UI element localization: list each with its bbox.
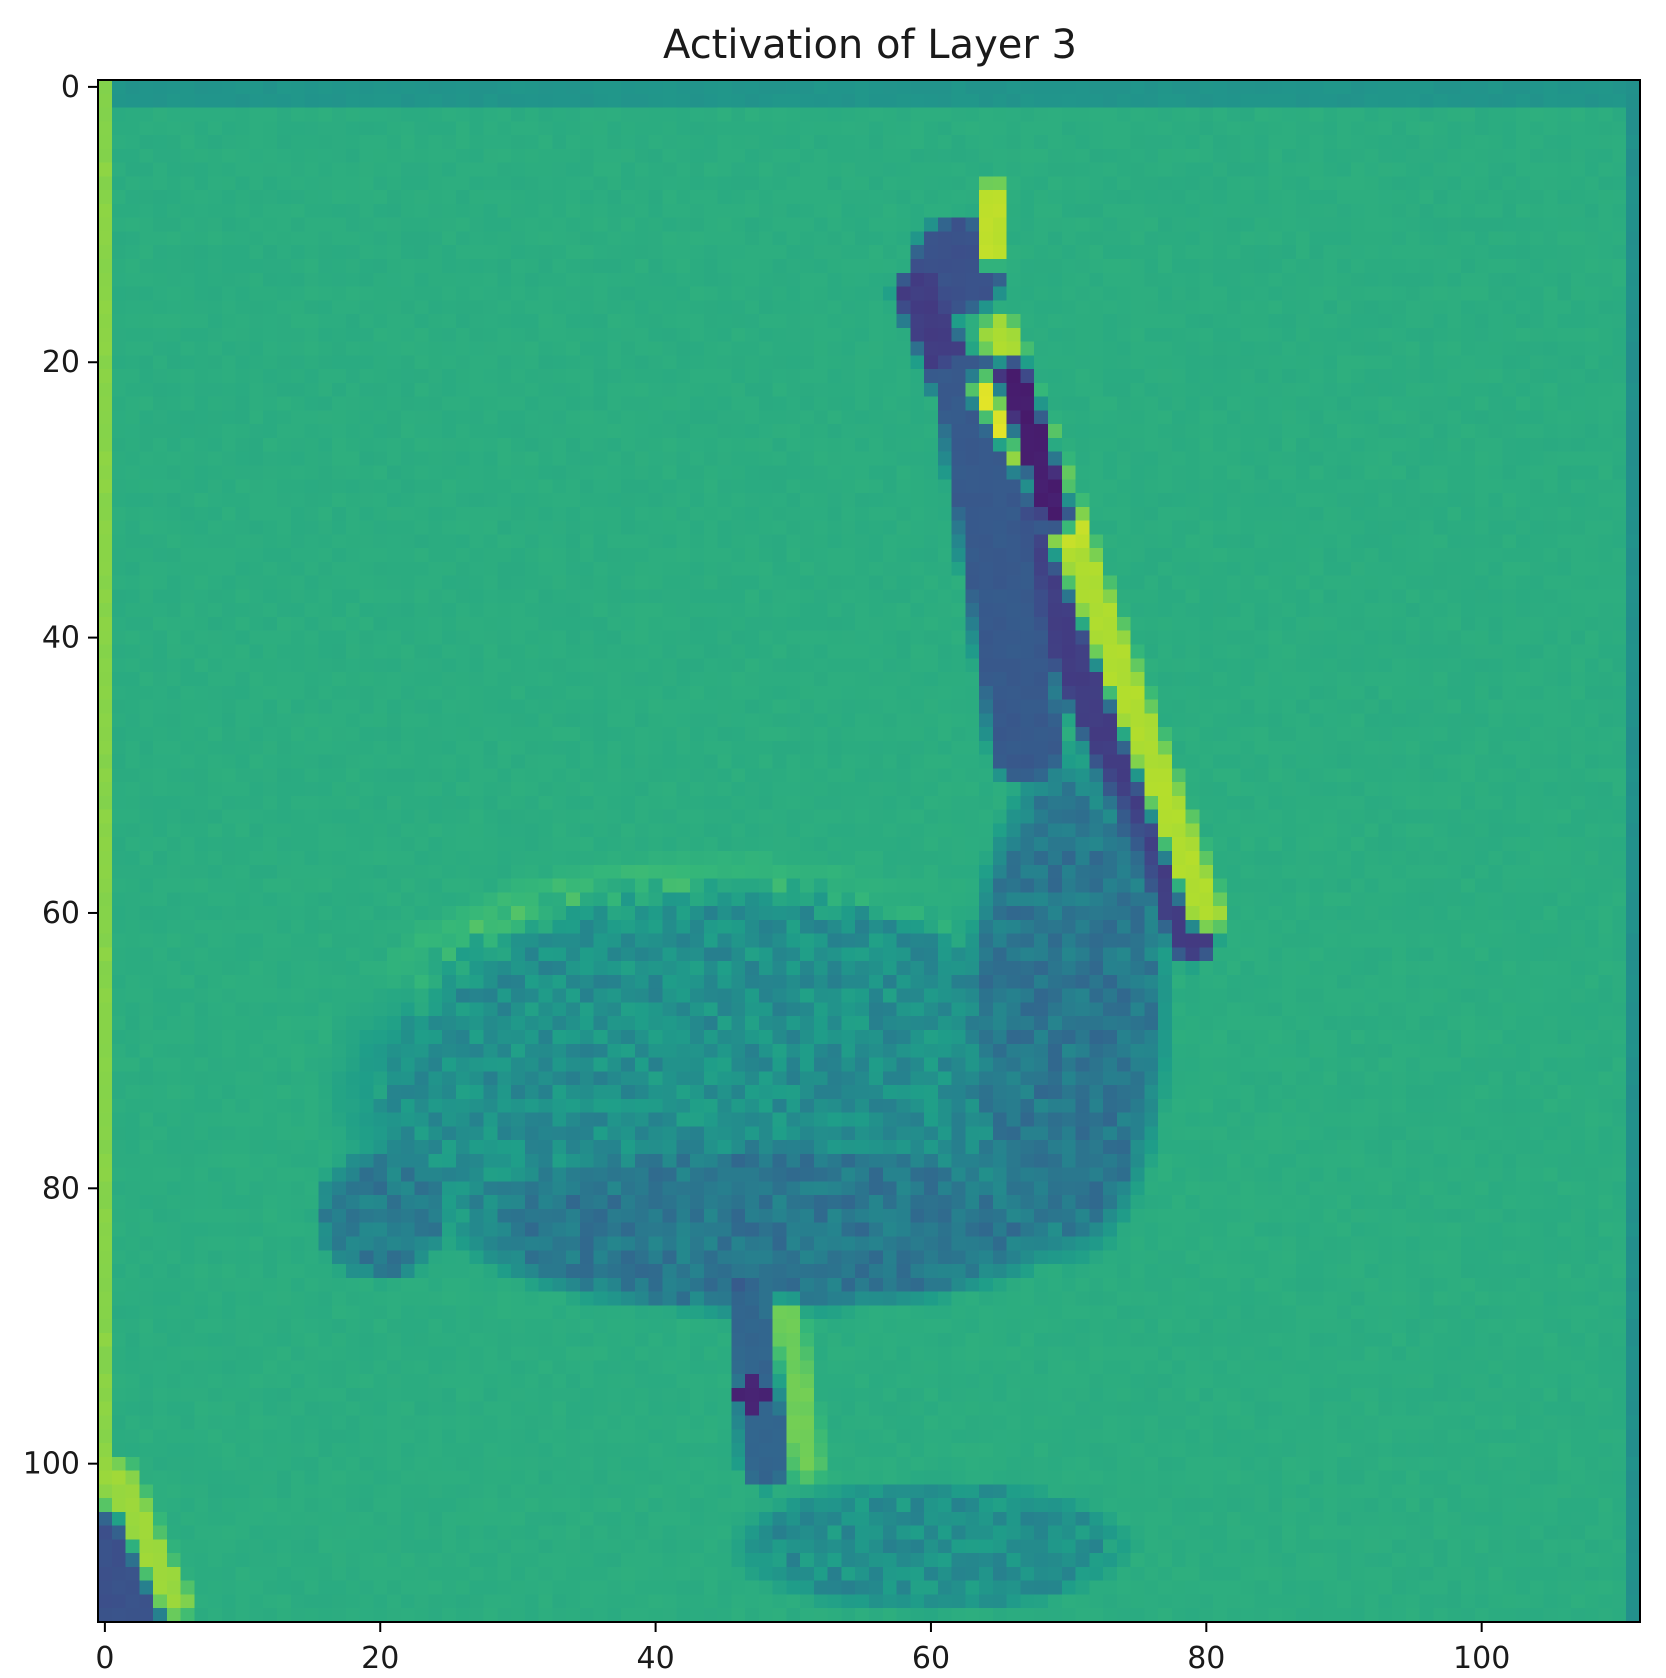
x-tick-label: 40 — [637, 1641, 675, 1676]
chart-title: Activation of Layer 3 — [663, 22, 1077, 68]
plot-frame — [97, 79, 1641, 1623]
y-tick-label: 20 — [42, 345, 80, 380]
y-tick-label: 80 — [42, 1171, 80, 1206]
plot-area — [97, 79, 1641, 1623]
x-tick-label: 0 — [95, 1641, 114, 1676]
x-tick-label: 80 — [1187, 1641, 1225, 1676]
y-tick-label: 0 — [61, 70, 80, 105]
y-axis: 0 20 40 60 80 100 — [23, 70, 98, 1482]
x-tick-label: 20 — [361, 1641, 399, 1676]
y-tick-label: 60 — [42, 896, 80, 931]
x-tick-label: 100 — [1453, 1641, 1510, 1676]
y-tick-label: 100 — [23, 1447, 80, 1482]
heatmap-image — [98, 80, 1640, 1622]
y-tick-label: 40 — [42, 621, 80, 656]
x-axis: 0 20 40 60 80 100 — [95, 1622, 1510, 1676]
x-tick-label: 60 — [912, 1641, 950, 1676]
